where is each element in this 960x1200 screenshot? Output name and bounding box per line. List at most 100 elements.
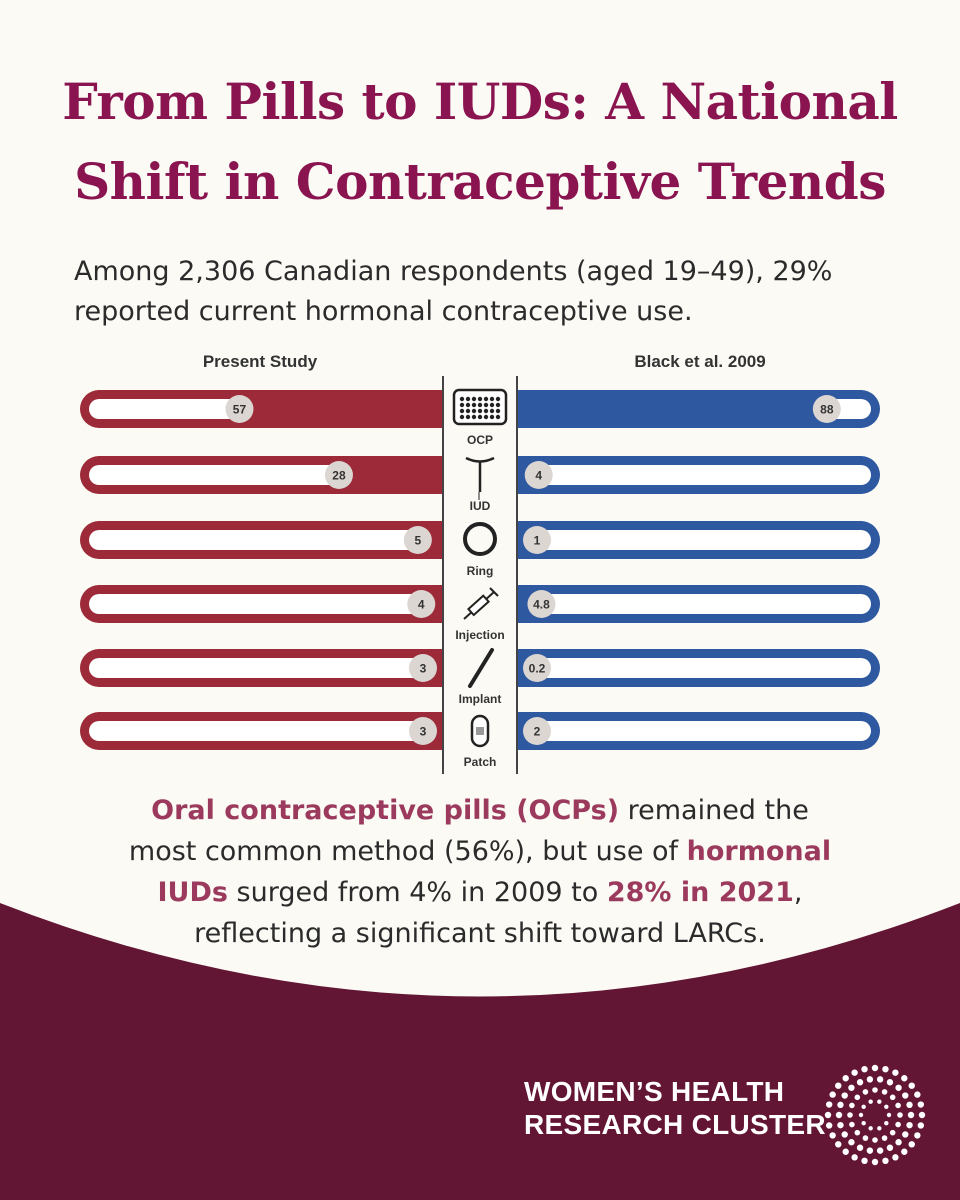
- logo-dot: [902, 1092, 909, 1099]
- logo-dot: [877, 1126, 882, 1131]
- summary-text: Oral contraceptive pills (OCPs) remained…: [40, 790, 920, 954]
- logo-dot: [901, 1075, 908, 1082]
- summary-highlight-hormonal: hormonal: [686, 836, 832, 867]
- iud-icon: [465, 456, 495, 500]
- bar-left-value: [239, 390, 443, 428]
- category-label: Ring: [467, 564, 494, 578]
- logo-dot: [861, 1104, 866, 1109]
- logo-dot: [917, 1101, 925, 1108]
- logo-dot: [908, 1141, 915, 1148]
- logo-dot: [914, 1091, 921, 1098]
- icons-layer: OCP IUD Ring Injection Implant Patch: [452, 388, 508, 769]
- bar-right-channel: [547, 594, 871, 614]
- logo-dot: [906, 1101, 913, 1109]
- logo-dot: [868, 1099, 873, 1104]
- logo-dot: [854, 1129, 861, 1136]
- logo-dot: [872, 1087, 878, 1093]
- logo-dot: [882, 1157, 889, 1165]
- logo-dot: [917, 1122, 925, 1129]
- comparison-chart: 57 88 28 4 5 1 4 4.8 3 0.2 3 2 Present Study Black …: [80, 352, 880, 774]
- data-label-left: 57: [233, 403, 247, 417]
- bar-right-badge: [524, 461, 553, 489]
- logo-dot: [847, 1112, 853, 1118]
- logo-dot: [841, 1092, 848, 1099]
- logo-dot: [871, 1158, 879, 1166]
- logo-dot: [901, 1148, 908, 1155]
- logo-dot: [892, 1154, 899, 1161]
- bar-left-channel: [89, 399, 240, 419]
- data-label-right: 0.2: [529, 662, 546, 676]
- summary-highlight-ocp: Oral contraceptive pills (OCPs): [151, 795, 620, 826]
- bar-left-channel: [89, 658, 413, 678]
- logo-dot: [895, 1084, 902, 1091]
- bars-layer: 57 88 28 4 5 1 4 4.8 3 0.2 3 2: [80, 390, 880, 750]
- bar-right-channel: [547, 721, 871, 741]
- bar-left-channel: [89, 465, 339, 485]
- logo-dot: [848, 1084, 855, 1091]
- logo-dot: [841, 1131, 848, 1138]
- logo-dot: [886, 1144, 894, 1151]
- summary-line-3: IUDs surged from 4% in 2009 to 28% in 20…: [40, 872, 920, 913]
- pill-pack-icon: [452, 388, 508, 426]
- data-label-right: 88: [820, 403, 834, 417]
- logo-dot: [825, 1122, 833, 1129]
- logo-dot: [918, 1111, 926, 1119]
- data-label-right: 1: [534, 534, 541, 548]
- logo-dot: [858, 1112, 864, 1118]
- logo-dot: [861, 1065, 868, 1073]
- logo-dot: [861, 1157, 868, 1165]
- logo-dot: [825, 1101, 833, 1108]
- bar-right-channel: [547, 465, 871, 485]
- logo-dot: [868, 1126, 873, 1131]
- logo-line-1: WOMEN’S HEALTH: [524, 1076, 785, 1107]
- bar-right-value: [517, 390, 827, 428]
- title-line-1: From Pills to IUDs: A National: [62, 72, 898, 131]
- data-label-left: 28: [332, 469, 346, 483]
- logo-dot: [895, 1121, 901, 1128]
- data-label-left: 5: [415, 534, 422, 548]
- summary-text-3d: ,: [793, 877, 803, 908]
- center-column: [442, 376, 518, 774]
- logo-dot: [907, 1111, 915, 1119]
- subtitle: Among 2,306 Canadian respondents (aged 1…: [74, 252, 904, 332]
- logo-dot: [871, 1064, 879, 1072]
- logo-dot: [895, 1102, 901, 1109]
- logo-dot: [835, 1141, 842, 1148]
- page-title: From Pills to IUDs: A National Shift in …: [0, 62, 960, 222]
- logo-dot: [856, 1079, 864, 1086]
- summary-line-1: Oral contraceptive pills (OCPs) remained…: [40, 790, 920, 831]
- patch-icon: [470, 714, 490, 748]
- summary-highlight-iuds: IUDs: [157, 877, 228, 908]
- logo-dot: [848, 1139, 855, 1146]
- logo-dot: [842, 1075, 849, 1082]
- data-label-left: 3: [420, 725, 427, 739]
- logo-dot: [884, 1104, 889, 1109]
- logo-dot: [851, 1154, 858, 1161]
- logo-dot: [824, 1111, 832, 1119]
- logo-dot: [866, 1147, 874, 1154]
- title-line-2: Shift in Contraceptive Trends: [74, 152, 886, 211]
- subtitle-line-2: reported current hormonal contraceptive …: [74, 296, 693, 327]
- bar-left-badge: [407, 590, 436, 618]
- logo-dot: [877, 1099, 882, 1104]
- bar-left-value: [338, 456, 443, 494]
- logo-dot: [829, 1132, 836, 1139]
- summary-text-2a: most common method (56%), but use of: [128, 836, 687, 867]
- bar-right-channel: [547, 658, 871, 678]
- logo-dot: [861, 1121, 866, 1126]
- category-label: Implant: [459, 692, 502, 706]
- logo-dot: [835, 1111, 843, 1119]
- footer-band: [0, 903, 960, 1200]
- logo-dots-icon: [824, 1064, 926, 1166]
- data-label-right: 4.8: [533, 598, 550, 612]
- data-label-right: 4: [535, 469, 542, 483]
- bar-left-badge: [409, 717, 437, 745]
- data-label-left: 3: [420, 662, 427, 676]
- logo-dot: [886, 1112, 892, 1118]
- logo-dot: [876, 1147, 884, 1154]
- logo-dot: [886, 1079, 894, 1086]
- category-label: Injection: [455, 628, 504, 642]
- category-label: Patch: [464, 755, 497, 769]
- logo-dot: [851, 1069, 858, 1076]
- logo-dot: [895, 1139, 902, 1146]
